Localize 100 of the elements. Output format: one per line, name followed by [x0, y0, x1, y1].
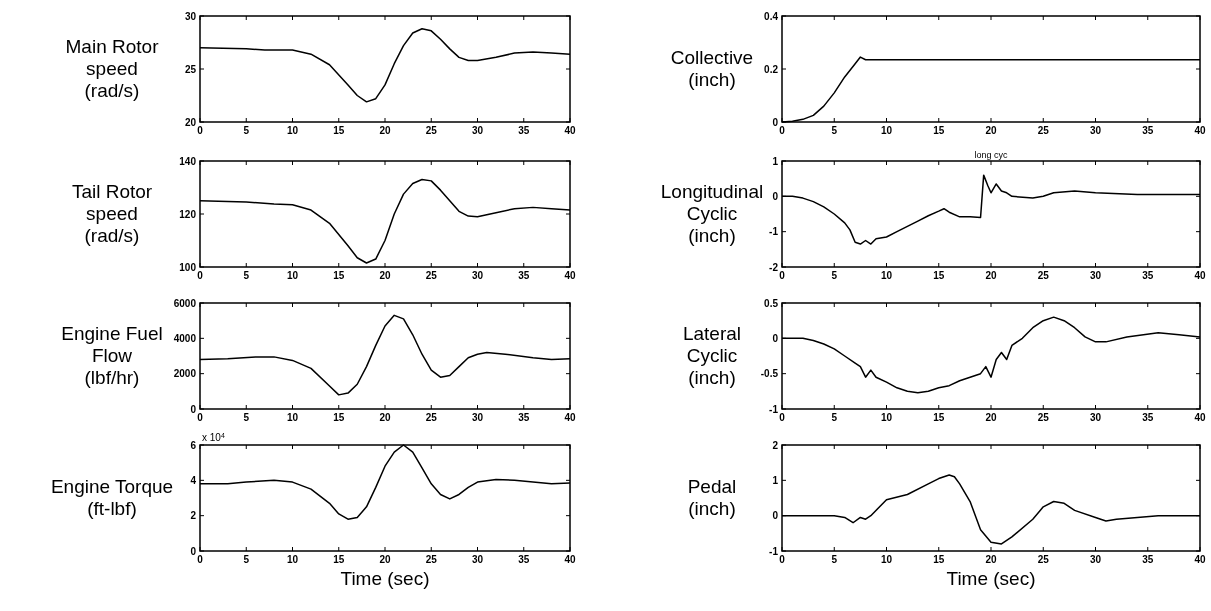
y-tick-label: 140: [179, 155, 197, 167]
x-axis-title: Time (sec): [340, 568, 430, 589]
x-tick-label: 15: [333, 412, 345, 423]
y-tick-label: 2: [190, 510, 197, 522]
x-tick-label: 20: [985, 125, 997, 136]
x-tick-label: 30: [471, 412, 484, 423]
y-axis-title: Collective (inch): [670, 47, 754, 90]
x-tick-label: 5: [831, 554, 838, 565]
x-tick-label: 35: [1142, 554, 1154, 565]
x-tick-label: 15: [333, 270, 345, 281]
x-tick-label: 30: [471, 125, 484, 136]
x-tick-label: 0: [779, 554, 786, 565]
y-tick-label: -1: [769, 545, 779, 557]
y-tick-label: 20: [184, 116, 197, 128]
x-tick-label: 5: [243, 554, 250, 565]
x-tick-label: 40: [1194, 270, 1206, 281]
y-tick-label: 0: [772, 332, 779, 344]
x-tick-label: 40: [564, 270, 576, 281]
x-tick-label: 0: [779, 270, 786, 281]
x-tick-label: 5: [243, 270, 250, 281]
x-tick-label: 10: [880, 412, 893, 423]
x-tick-label: 40: [564, 412, 576, 423]
x-tick-label: 40: [1194, 125, 1206, 136]
x-tick-label: 15: [933, 270, 945, 281]
x-tick-label: 40: [564, 554, 576, 565]
x-tick-label: 10: [286, 412, 299, 423]
y-tick-label: 0: [772, 510, 779, 522]
y-tick-label: 2000: [173, 368, 197, 380]
x-tick-label: 10: [880, 270, 893, 281]
x-tick-label: 10: [880, 554, 893, 565]
y-tick-label: 6000: [173, 297, 197, 309]
y-axis-title: Longitudinal Cyclic (inch): [660, 181, 764, 246]
x-tick-label: 35: [518, 412, 530, 423]
y-axis-title: Engine Fuel Flow (lbf/hr): [61, 323, 163, 388]
x-tick-label: 25: [1037, 125, 1050, 136]
x-tick-label: 15: [333, 125, 345, 136]
text: x 10$^{4}$: [202, 431, 225, 443]
y-tick-label: 30: [184, 10, 197, 22]
y-axis-title: Lateral Cyclic (inch): [682, 323, 742, 388]
x-tick-label: 15: [933, 554, 945, 565]
y-tick-label: 0: [772, 116, 779, 128]
x-tick-label: 20: [985, 270, 997, 281]
x-tick-label: 40: [1194, 554, 1206, 565]
x-tick-label: 25: [1037, 270, 1050, 281]
x-tick-label: 15: [933, 412, 945, 423]
x-tick-label: 0: [779, 125, 786, 136]
x-tick-label: 0: [197, 125, 204, 136]
y-axis-title: Pedal (inch): [687, 476, 737, 519]
y-tick-label: -1: [769, 403, 779, 415]
x-tick-label: 0: [197, 554, 204, 565]
y-tick-label: 100: [179, 261, 197, 273]
y-tick-label: 0: [190, 545, 197, 557]
chart-title: long cyc: [974, 150, 1008, 160]
y-tick-label: 0.5: [764, 297, 779, 309]
x-tick-label: 35: [518, 554, 530, 565]
y-tick-label: -2: [769, 261, 779, 273]
x-tick-label: 25: [425, 125, 438, 136]
x-tick-label: 5: [831, 270, 838, 281]
x-tick-label: 30: [1089, 270, 1102, 281]
y-axis-title: Engine Torque (ft-lbf): [50, 476, 174, 519]
x-tick-label: 15: [933, 125, 945, 136]
x-tick-label: 35: [518, 270, 530, 281]
x-tick-label: 20: [379, 412, 391, 423]
y-tick-label: -1: [769, 226, 779, 238]
x-tick-label: 0: [197, 270, 204, 281]
x-tick-label: 20: [379, 270, 391, 281]
x-tick-label: 35: [1142, 125, 1154, 136]
x-tick-label: 30: [471, 554, 484, 565]
x-tick-label: 20: [379, 125, 391, 136]
x-tick-label: 30: [471, 270, 484, 281]
x-tick-label: 25: [1037, 554, 1050, 565]
x-tick-label: 20: [985, 412, 997, 423]
y-tick-label: 0.4: [764, 10, 779, 22]
y-tick-label: 25: [184, 63, 197, 75]
x-tick-label: 5: [831, 412, 838, 423]
x-tick-label: 25: [425, 270, 438, 281]
x-tick-label: 10: [286, 270, 299, 281]
x-tick-label: 10: [286, 554, 299, 565]
y-tick-label: 0.2: [764, 63, 779, 75]
x-tick-label: 25: [425, 412, 438, 423]
y-tick-label: -0.5: [760, 368, 779, 380]
y-tick-label: 1: [772, 155, 779, 167]
y-axis-title: Main Rotor speed (rad/s): [65, 36, 160, 101]
x-tick-label: 10: [286, 125, 299, 136]
y-tick-label: 2: [772, 439, 779, 451]
y-tick-label: 120: [179, 208, 197, 220]
x-tick-label: 20: [985, 554, 997, 565]
x-tick-label: 5: [831, 125, 838, 136]
x-tick-label: 20: [379, 554, 391, 565]
y-tick-label: 0: [190, 403, 197, 415]
x-tick-label: 5: [243, 125, 250, 136]
y-tick-label: 0: [772, 190, 779, 202]
x-tick-label: 25: [425, 554, 438, 565]
x-tick-label: 40: [1194, 412, 1206, 423]
x-tick-label: 40: [564, 125, 576, 136]
y-tick-label: 1: [772, 474, 779, 486]
x-tick-label: 15: [333, 554, 345, 565]
x-tick-label: 35: [1142, 270, 1154, 281]
x-tick-label: 35: [518, 125, 530, 136]
x-tick-label: 30: [1089, 412, 1102, 423]
